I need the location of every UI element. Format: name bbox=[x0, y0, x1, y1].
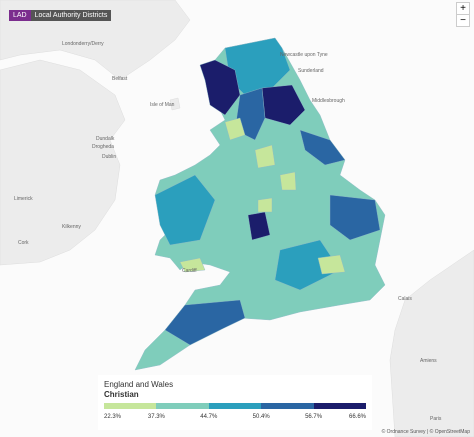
place-label: Drogheda bbox=[92, 144, 114, 150]
place-label: Cork bbox=[18, 240, 29, 246]
zoom-in[interactable]: + bbox=[460, 3, 466, 14]
place-label: Cardiff bbox=[182, 268, 197, 274]
place-label: Kilkenny bbox=[62, 224, 81, 230]
legend-break: 50.4% bbox=[252, 414, 270, 420]
layer-label: Local Authority Districts bbox=[30, 10, 112, 21]
legend-subtitle: Christian bbox=[104, 390, 139, 399]
legend-swatch bbox=[261, 403, 314, 409]
layer-badge[interactable]: LAD Local Authority Districts bbox=[9, 10, 112, 21]
legend-break: 56.7% bbox=[305, 414, 323, 420]
england-wales bbox=[134, 37, 386, 371]
layer-code: LAD bbox=[9, 10, 31, 21]
legend-swatch bbox=[313, 403, 367, 409]
legend-break: 22.3% bbox=[104, 414, 122, 420]
legend-break: 44.7% bbox=[200, 414, 218, 420]
legend-breaks: 22.3% 37.3% 44.7% 50.4% 56.7% 66.6% bbox=[104, 414, 366, 424]
legend-break: 66.6% bbox=[348, 414, 366, 420]
place-label: Dundalk bbox=[96, 136, 115, 142]
legend-swatch bbox=[208, 403, 262, 409]
place-label: Calais bbox=[398, 296, 412, 302]
place-label: Limerick bbox=[14, 196, 33, 202]
attribution: © Ordnance Survey | © OpenStreetMap bbox=[381, 429, 470, 435]
zoom-control: + − bbox=[456, 2, 470, 27]
legend: England and Wales Christian 22.3% 37.3% 44… bbox=[98, 375, 372, 430]
place-label: Belfast bbox=[112, 76, 128, 82]
place-label: Dublin bbox=[102, 154, 116, 160]
place-label: Paris bbox=[430, 416, 442, 422]
legend-title: England and Wales bbox=[104, 380, 174, 389]
legend-bar bbox=[104, 403, 367, 409]
place-label: Isle of Man bbox=[150, 102, 175, 108]
place-label: Londonderry/Derry bbox=[62, 41, 104, 47]
legend-break: 37.3% bbox=[147, 414, 165, 420]
place-label: Sunderland bbox=[298, 68, 324, 74]
place-label: Newcastle upon Tyne bbox=[280, 52, 328, 58]
place-label: Amiens bbox=[420, 358, 437, 364]
zoom-out[interactable]: − bbox=[457, 14, 469, 26]
place-label: Middlesbrough bbox=[312, 98, 345, 104]
legend-swatch bbox=[104, 403, 157, 409]
legend-swatch bbox=[156, 403, 209, 409]
